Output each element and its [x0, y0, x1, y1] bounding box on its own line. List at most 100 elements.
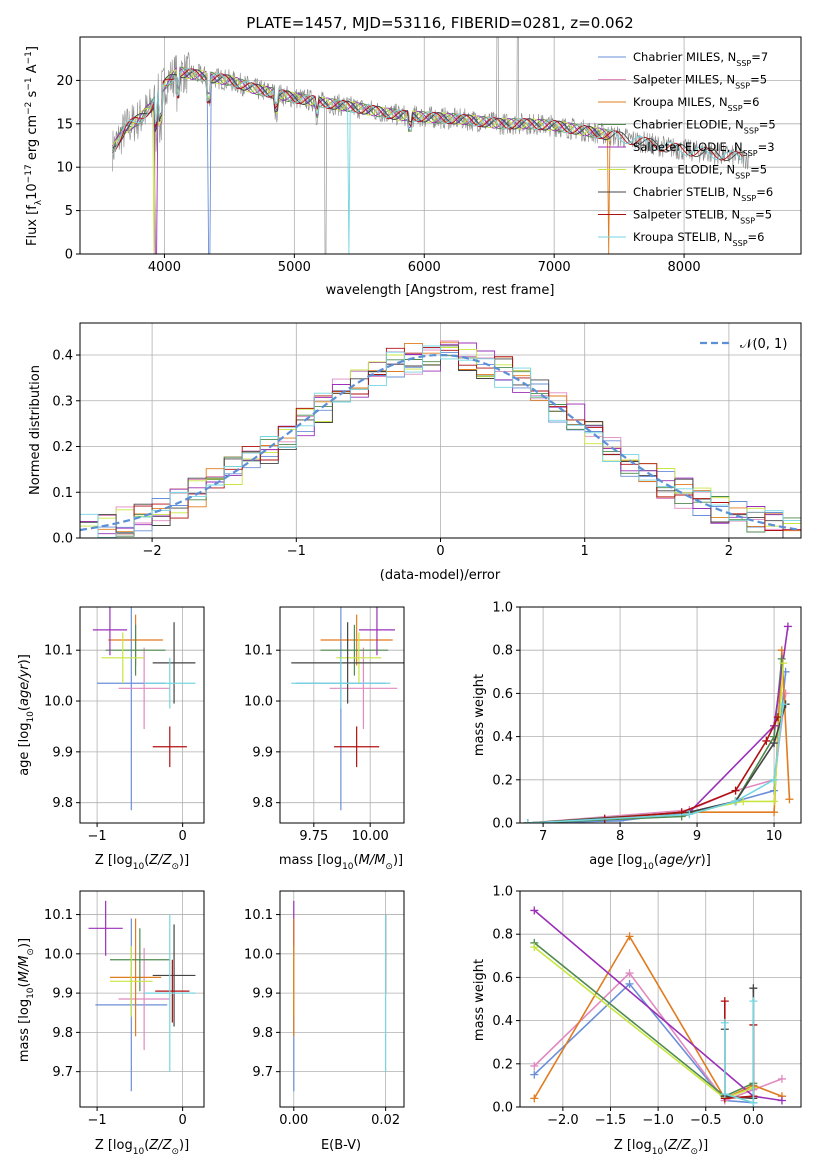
x-tick-label: 9.75 [299, 829, 328, 844]
y-tick-label: 0.2 [52, 440, 73, 455]
observed-spectrum [112, 37, 750, 254]
weight-marker [770, 797, 779, 806]
legend-label: Kroupa STELIB, NSSP=6 [633, 230, 764, 248]
legend-label: Salpeter STELIB, NSSP=5 [633, 208, 772, 226]
y-tick-label: 10.1 [244, 644, 273, 659]
y-tick-label: 0 [65, 248, 73, 263]
x-tick-label: 0 [436, 544, 444, 559]
plot-area [80, 607, 204, 823]
axes-frame: −1 0 9.8 9.9 10.0 10.1 [44, 606, 205, 844]
plot-content [530, 906, 786, 1107]
y-tick-label: 1.0 [492, 601, 513, 616]
weight-marker [781, 689, 790, 698]
weight-marker [731, 786, 740, 795]
weight-marker [749, 997, 758, 1006]
model-spectrum [112, 66, 611, 152]
y-axis-label: mass weight [472, 959, 487, 1041]
x-tick-label: −2 [143, 544, 162, 559]
y-tick-label: 0.0 [492, 1101, 513, 1116]
plot-content [80, 340, 801, 538]
x-tick-label: −1 [287, 544, 306, 559]
y-tick-label: 0.6 [492, 971, 513, 986]
x-tick-label: 10 [766, 829, 783, 844]
y-tick-label: 9.9 [52, 745, 73, 760]
y-tick-label: 0.2 [492, 1057, 513, 1072]
y-tick-label: 0.6 [492, 687, 513, 702]
x-tick-label: 8000 [668, 260, 701, 275]
weight-marker [777, 1096, 786, 1105]
legend-label: Chabrier STELIB, NSSP=6 [633, 185, 773, 203]
legend-label: 𝒩(0, 1) [740, 337, 787, 352]
model-spectrum [112, 68, 743, 161]
age-vs-metallicity-panel: −1 0 9.8 9.9 10.0 10.1 [44, 606, 205, 844]
y-tick-label: 9.9 [252, 987, 273, 1002]
plot-content [293, 900, 387, 1092]
axes-frame: 4000 5000 6000 7000 8000 0 5 10 15 20 [56, 36, 802, 275]
x-axis-label: E(B-V) [321, 1138, 361, 1153]
x-axis-label: wavelength [Angstrom, rest frame] [326, 283, 555, 298]
x-tick-label: 0.02 [371, 1113, 400, 1128]
y-tick-label: 15 [56, 117, 73, 132]
y-tick-label: 0.1 [52, 486, 73, 501]
weight-marker [530, 1070, 539, 1079]
weight-marker [523, 819, 532, 823]
x-tick-label: −2.0 [547, 1113, 579, 1128]
weight-marker [779, 659, 788, 668]
y-axis-label: Flux [fλ10−17 erg cm−2 s−1 A−1] [24, 46, 44, 246]
y-tick-label: 0.0 [492, 817, 513, 832]
plot-content [112, 37, 750, 254]
weight-marker [530, 1061, 539, 1070]
weight-marker [749, 1098, 758, 1107]
x-tick-label: −1.0 [642, 1113, 674, 1128]
weight-marker [770, 808, 779, 817]
y-axis-label: Normed distribution [28, 365, 43, 495]
weight-marker [770, 739, 779, 748]
x-tick-label: 0 [178, 1113, 186, 1128]
axes-border [279, 890, 405, 1108]
axes-frame: 9.75 10.00 9.8 9.9 10.0 10.1 [244, 606, 405, 844]
axes-frame: −2.0 −1.5 −1.0 −0.5 0.0 0.0 0.2 0.4 0.6 0.8 1.0 [492, 885, 802, 1128]
y-tick-label: 0.2 [492, 773, 513, 788]
y-tick-label: 0.0 [52, 532, 73, 547]
plot-area [520, 607, 801, 823]
plot-area [520, 891, 801, 1107]
weight-marker [530, 943, 539, 952]
axes-border [79, 36, 802, 255]
weight-marker [625, 979, 634, 988]
weight-marker [762, 736, 771, 745]
y-tick-label: 20 [56, 74, 73, 89]
model-spectrum [112, 67, 611, 254]
x-axis-label: Z [log10(Z/Z⊙)] [614, 1138, 708, 1157]
weight-marker [731, 797, 740, 806]
y-tick-label: 10 [56, 161, 73, 176]
x-axis-label: Z [log10(Z/Z⊙)] [95, 853, 189, 872]
mass-vs-metallicity-panel: −1 0 9.7 9.8 9.9 10.0 10.1 [44, 890, 205, 1128]
x-tick-label: 5000 [278, 260, 311, 275]
grid [80, 607, 204, 823]
x-tick-label: 10.00 [352, 829, 389, 844]
weight-marker [783, 622, 792, 631]
axes-border [519, 890, 802, 1108]
weight-marker [749, 984, 758, 993]
y-tick-label: 0.4 [52, 349, 73, 364]
y-tick-label: 9.7 [52, 1065, 73, 1080]
legend-label: Salpeter MILES, NSSP=5 [633, 73, 767, 91]
axes-border [519, 606, 802, 824]
y-tick-label: 0.4 [492, 730, 513, 745]
axes-frame: −2 −1 0 1 2 0.0 0.1 0.2 0.3 0.4 [52, 322, 802, 559]
weight-marker [530, 1094, 539, 1103]
legend-label: Salpeter ELODIE, NSSP=3 [633, 140, 775, 158]
model-spectrum [112, 66, 611, 254]
y-tick-label: 9.8 [52, 796, 73, 811]
spectrum-panel: 4000 5000 6000 7000 8000 0 5 10 15 20 [56, 36, 802, 275]
y-tick-label: 0.8 [492, 928, 513, 943]
x-tick-label: 6000 [408, 260, 441, 275]
axes-border [79, 606, 205, 824]
x-tick-label: 0.00 [279, 1113, 308, 1128]
weight-line [723, 1001, 755, 1104]
weight-marker [720, 997, 729, 1006]
mass-vs-ebv-panel: 0.00 0.02 9.7 9.8 9.9 10.0 10.1 [244, 890, 405, 1128]
residual-histogram [80, 345, 801, 538]
weight-marker [720, 1090, 729, 1099]
